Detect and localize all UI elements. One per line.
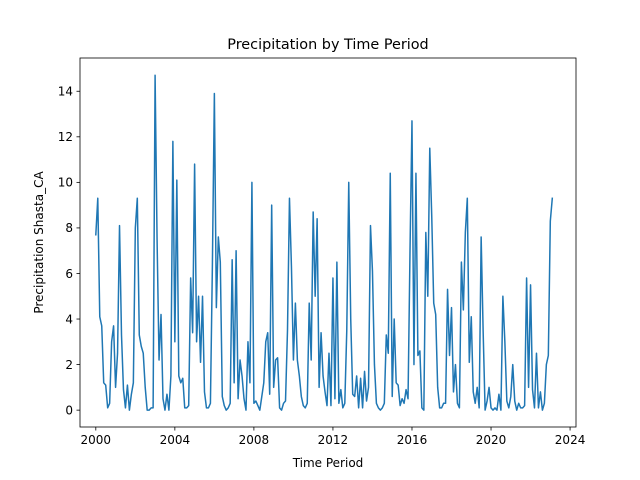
y-tick-label: 4 — [65, 312, 73, 326]
y-tick-label: 6 — [65, 267, 73, 281]
y-axis-ticks: 0 2 4 6 8 10 12 14 — [58, 85, 80, 417]
x-tick-label: 2004 — [160, 433, 191, 447]
y-tick-label: 0 — [65, 403, 73, 417]
x-tick-label: 2008 — [239, 433, 270, 447]
x-tick-label: 2012 — [318, 433, 349, 447]
y-tick-label: 14 — [58, 85, 73, 99]
x-axis-ticks: 2000 2004 2008 2012 2016 2020 2024 — [81, 427, 586, 447]
y-tick-label: 10 — [58, 176, 73, 190]
series-line — [95, 74, 554, 411]
y-tick-label: 2 — [65, 358, 73, 372]
x-tick-label: 2020 — [476, 433, 507, 447]
y-axis-label: Precipitation Shasta_CA — [32, 171, 46, 314]
plot-frame — [79, 57, 577, 428]
chart-title: Precipitation by Time Period — [227, 37, 428, 53]
x-tick-label: 2024 — [555, 433, 586, 447]
x-tick-label: 2016 — [397, 433, 428, 447]
line-layer — [95, 74, 554, 411]
x-axis-label: Time Period — [292, 456, 364, 470]
y-tick-label: 8 — [65, 221, 73, 235]
x-tick-label: 2000 — [81, 433, 112, 447]
y-tick-label: 12 — [58, 130, 73, 144]
